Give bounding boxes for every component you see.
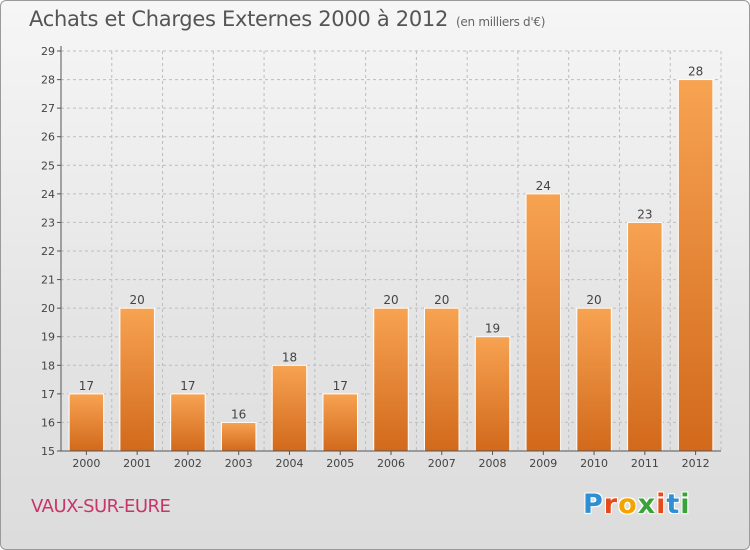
y-tick-label: 29 [41, 45, 55, 58]
y-tick-label: 20 [41, 302, 55, 315]
bar-2001 [119, 307, 155, 452]
x-tick-label-2007: 2007 [428, 457, 456, 470]
bar-2009 [525, 193, 562, 452]
bar-2008 [474, 336, 511, 452]
bar-2007 [424, 307, 460, 452]
y-tick-label: 17 [41, 388, 55, 401]
data-label-2010: 20 [586, 293, 601, 307]
data-label-2008: 19 [485, 322, 500, 336]
x-tick-label-2008: 2008 [479, 457, 507, 470]
proxiti-logo: Proxiti [583, 489, 691, 520]
data-label-2000: 17 [79, 379, 94, 393]
y-tick-label: 22 [41, 245, 55, 258]
y-tick-label: 18 [41, 359, 55, 372]
bars [68, 79, 714, 452]
y-tick-label: 27 [41, 102, 55, 115]
data-label-2006: 20 [383, 293, 398, 307]
commune-name: VAUX-SUR-EURE [31, 496, 171, 517]
y-tick-label: 28 [41, 74, 55, 87]
data-label-2007: 20 [434, 293, 449, 307]
data-label-2012: 28 [688, 65, 703, 79]
axes: 15 16 17 18 19 20 21 22 23 24 25 26 27 28 29 2000 2001 20… [41, 45, 721, 470]
logo-letter: i [680, 489, 691, 520]
data-label-2003: 16 [231, 407, 246, 421]
x-tick-label-2012: 2012 [682, 457, 710, 470]
x-tick-label-2000: 2000 [72, 457, 100, 470]
chart-title-text: Achats et Charges Externes 2000 à 2012 [29, 7, 449, 31]
data-label-2009: 24 [536, 179, 551, 193]
x-tick-label-2010: 2010 [580, 457, 608, 470]
data-label-2001: 20 [130, 293, 145, 307]
logo-letter: P [583, 489, 604, 520]
bar-2004 [271, 364, 308, 452]
data-label-2005: 17 [333, 379, 348, 393]
x-tick-label-2002: 2002 [174, 457, 202, 470]
chart-title: Achats et Charges Externes 2000 à 2012 (e… [29, 7, 545, 31]
x-tick-label-2006: 2006 [377, 457, 405, 470]
data-label-2004: 18 [282, 350, 297, 364]
logo-letter: o [618, 489, 638, 520]
y-tick-label: 16 [41, 416, 55, 429]
bar-2010 [576, 307, 612, 452]
x-tick-label-2009: 2009 [529, 457, 557, 470]
bar-2005 [322, 393, 358, 452]
x-tick-label-2003: 2003 [225, 457, 253, 470]
y-tick-label: 25 [41, 159, 55, 172]
y-tick-label: 23 [41, 216, 55, 229]
data-label-2002: 17 [180, 379, 195, 393]
y-tick-label: 15 [41, 445, 55, 458]
data-labels: 17 20 17 16 18 17 20 20 19 24 20 23 28 [79, 65, 704, 422]
data-label-2011: 23 [637, 207, 652, 221]
x-tick-label-2001: 2001 [123, 457, 151, 470]
bar-2002 [170, 393, 206, 452]
logo-letter: r [603, 489, 619, 520]
bar-2000 [68, 393, 105, 452]
logo-letter: i [656, 489, 667, 520]
logo-letter: x [637, 489, 657, 520]
bar-2011 [627, 221, 663, 452]
bar-2006 [373, 307, 409, 452]
chart-unit: (en milliers d'€) [456, 15, 546, 29]
x-tick-label-2011: 2011 [631, 457, 659, 470]
y-tick-label: 26 [41, 131, 55, 144]
y-tick-label: 19 [41, 331, 55, 344]
x-tick-label-2005: 2005 [326, 457, 354, 470]
logo-letter: t [666, 489, 681, 520]
bar-2003 [220, 421, 257, 452]
bar-2012 [677, 79, 714, 452]
y-tick-label: 24 [41, 188, 55, 201]
x-tick-label-2004: 2004 [275, 457, 303, 470]
y-tick-label: 21 [41, 274, 55, 287]
